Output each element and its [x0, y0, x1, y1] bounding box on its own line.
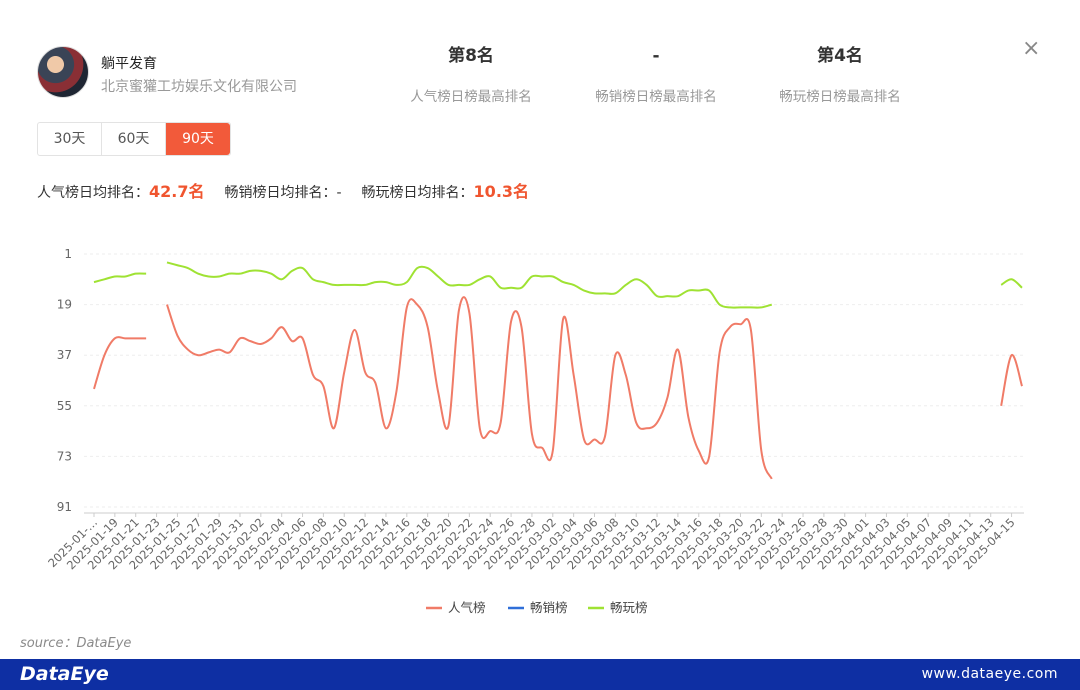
y-tick-label: 1 [64, 247, 72, 261]
stat-sales-best: - 畅销榜日榜最高排名 [556, 44, 756, 105]
stat-popular-best: 第8名 人气榜日榜最高排名 [371, 44, 571, 105]
legend-label-1: 畅销榜 [530, 600, 568, 615]
series-0-line-segment [1000, 354, 1023, 407]
series-2-line-segment [166, 261, 773, 309]
source-note: source：DataEye [20, 636, 132, 651]
legend-label-2: 畅玩榜 [610, 600, 648, 615]
y-tick-label: 19 [57, 298, 72, 312]
avg-play-value: 10.3名 [473, 182, 530, 201]
dataeye-logo: DataEye [20, 663, 109, 685]
company-name: 北京蜜獾工坊娱乐文化有限公司 [101, 79, 297, 95]
y-tick-label: 55 [57, 399, 72, 413]
avg-play-label: 畅玩榜日均排名： [361, 185, 474, 201]
series-0-line-segment [166, 296, 773, 480]
game-name: 躺平发育 [101, 56, 157, 72]
stat-play-best-label: 畅玩榜日榜最高排名 [779, 89, 901, 105]
footer-url: www.dataeye.com [921, 666, 1058, 682]
avg-popular-value: 42.7名 [149, 182, 205, 201]
avg-sales-label: 畅销榜日均排名： [224, 185, 337, 201]
y-tick-label: 73 [57, 449, 72, 463]
stat-play-best: 第4名 畅玩榜日榜最高排名 [740, 44, 940, 105]
game-avatar [37, 46, 89, 98]
avg-sales-value: - [336, 185, 342, 201]
tab-30-days[interactable]: 30天 [38, 123, 102, 155]
stat-popular-best-label: 人气榜日榜最高排名 [410, 89, 532, 105]
avg-popular-label: 人气榜日均排名： [37, 185, 149, 201]
close-icon[interactable]: × [1022, 36, 1041, 61]
stat-play-best-value: 第4名 [817, 46, 863, 66]
y-tick-label: 37 [57, 348, 72, 362]
tab-60-days[interactable]: 60天 [102, 123, 166, 155]
average-rank-row: 人气榜日均排名： 42.7名 畅销榜日均排名： - 畅玩榜日均排名： 10.3名 [37, 178, 549, 202]
y-tick-label: 91 [57, 500, 72, 514]
footer-bar: DataEye www.dataeye.com [0, 659, 1080, 690]
tab-90-days[interactable]: 90天 [166, 123, 230, 155]
rank-line-chart: 119375573912025-01-…2025-01-192025-01-21… [45, 247, 1024, 615]
stat-sales-best-value: - [652, 46, 660, 66]
series-0-line-segment [93, 336, 147, 390]
range-tabs: 30天 60天 90天 [37, 122, 231, 156]
legend-label-0: 人气榜 [448, 600, 486, 615]
series-2-line-segment [1000, 278, 1023, 289]
stat-popular-best-value: 第8名 [448, 46, 494, 66]
stat-sales-best-label: 畅销榜日榜最高排名 [595, 89, 717, 105]
series-2-line-segment [93, 272, 147, 284]
